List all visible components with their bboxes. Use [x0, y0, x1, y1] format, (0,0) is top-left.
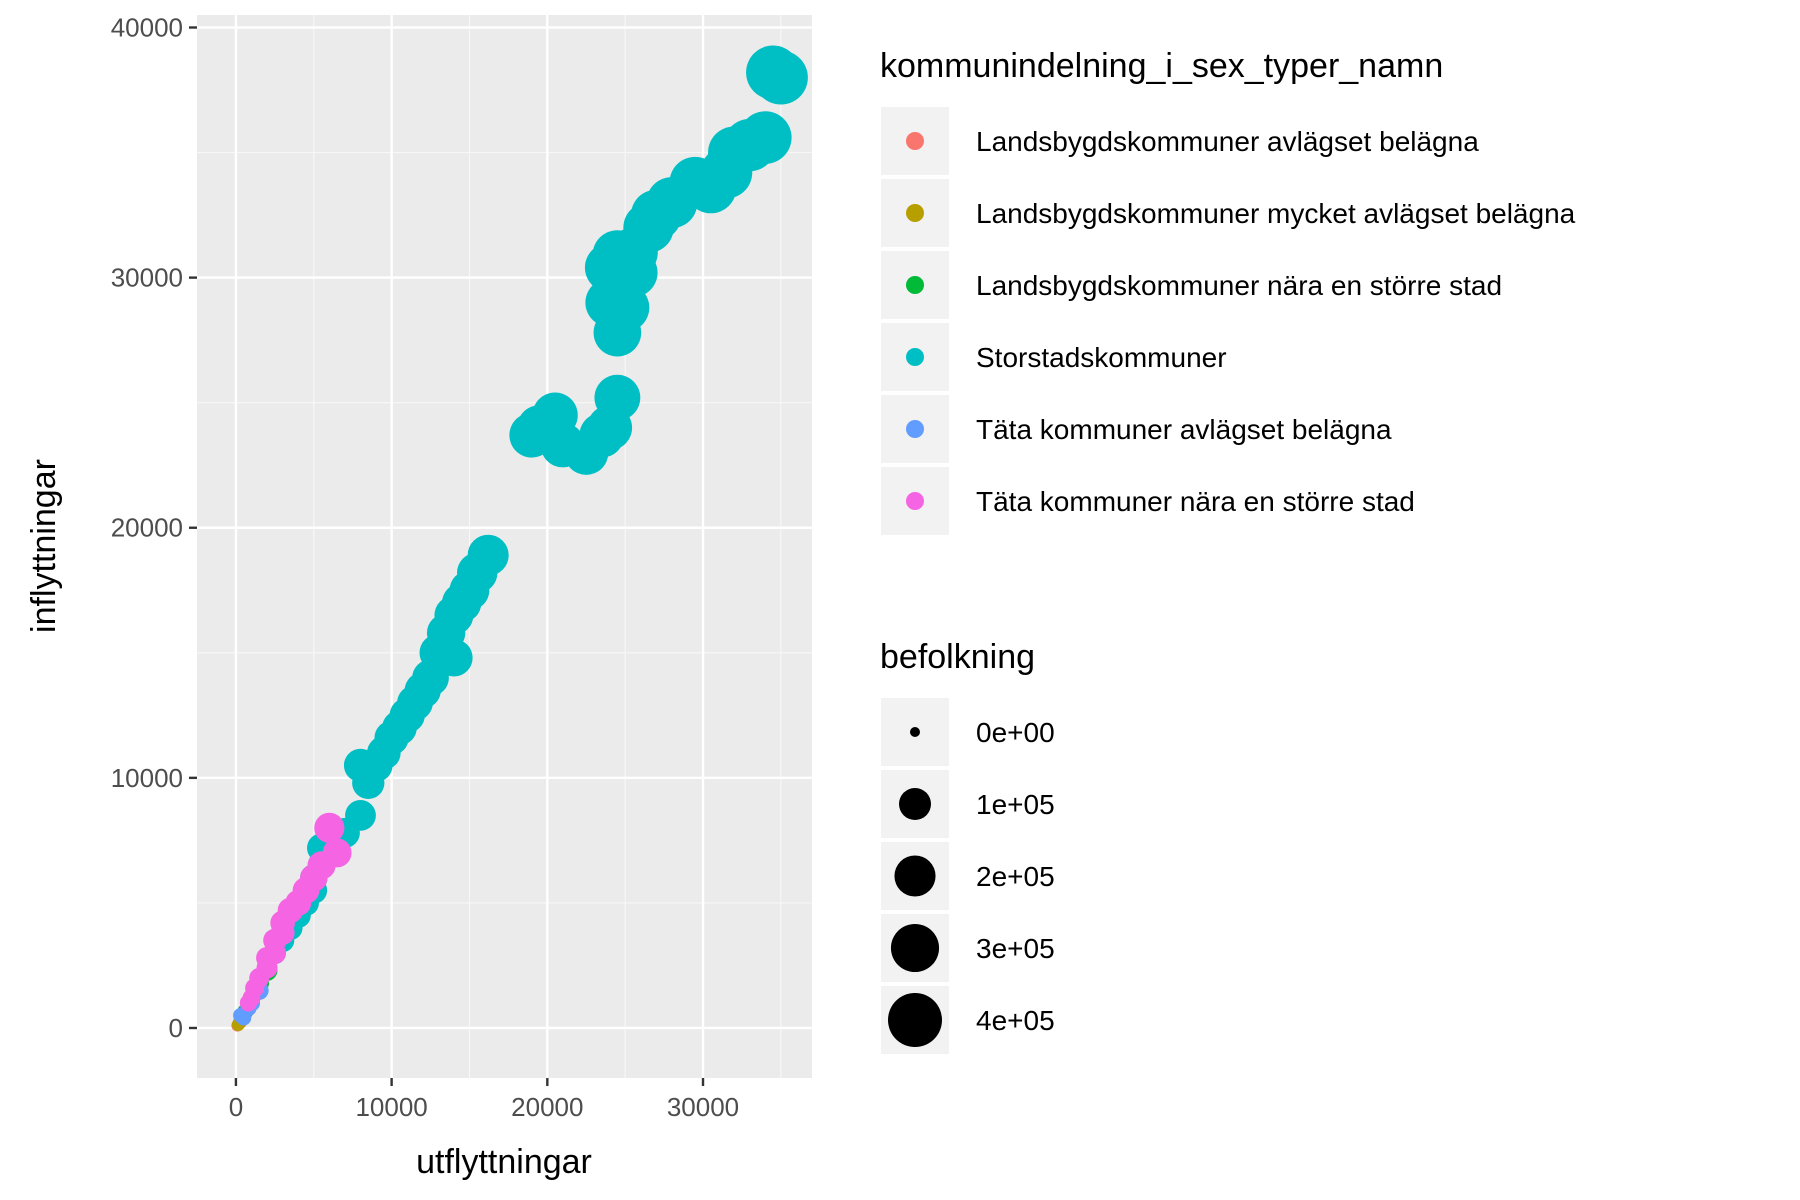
size-legend-swatch: [888, 993, 942, 1047]
y-tick-label: 20000: [111, 513, 183, 543]
y-tick-label: 0: [169, 1013, 183, 1043]
color-legend-swatch: [906, 420, 924, 438]
data-point: [746, 45, 801, 100]
x-tick-label: 10000: [355, 1092, 427, 1122]
color-legend-label: Landsbygdskommuner avlägset belägna: [976, 126, 1479, 157]
color-legend-swatch: [906, 492, 924, 510]
data-point: [233, 1007, 249, 1023]
y-tick-label: 40000: [111, 13, 183, 43]
data-points: [231, 45, 808, 1032]
x-tick-label: 0: [229, 1092, 243, 1122]
data-point: [314, 812, 345, 843]
y-tick-label: 30000: [111, 263, 183, 293]
axes: 0 10000 20000 30000 0 10000 20000 30000 40000: [111, 13, 739, 1122]
color-legend-label: Storstadskommuner: [976, 342, 1227, 373]
size-legend: 0e+00 1e+05 2e+05 3e+05 4e+05: [881, 698, 1055, 1054]
color-legend-title: kommunindelning_i_sex_typer_namn: [880, 47, 1443, 85]
size-legend-label: 2e+05: [976, 861, 1055, 892]
y-axis-title: inflyttningar: [25, 459, 63, 633]
size-legend-swatch: [899, 788, 931, 820]
size-legend-swatch: [890, 923, 940, 973]
data-point: [593, 308, 642, 357]
color-legend-label: Täta kommuner avlägset belägna: [976, 414, 1392, 445]
color-legend-swatch: [906, 348, 924, 366]
data-point: [509, 412, 555, 458]
major-gridlines: [197, 15, 812, 1078]
x-tick-label: 20000: [511, 1092, 583, 1122]
color-legend-swatch: [906, 132, 924, 150]
color-legend-label: Landsbygdskommuner mycket avlägset beläg…: [976, 198, 1576, 229]
x-tick-label: 30000: [667, 1092, 739, 1122]
color-legend-swatch: [906, 204, 924, 222]
size-legend-swatch: [910, 727, 920, 737]
color-legend-swatch: [906, 276, 924, 294]
size-legend-label: 1e+05: [976, 789, 1055, 820]
color-legend: Landsbygdskommuner avlägset belägna Lands…: [881, 107, 1576, 535]
color-legend-label: Täta kommuner nära en större stad: [976, 486, 1415, 517]
size-legend-title: befolkning: [880, 638, 1035, 676]
color-legend-label: Landsbygdskommuner nära en större stad: [976, 270, 1502, 301]
size-legend-label: 4e+05: [976, 1005, 1055, 1036]
y-tick-label: 10000: [111, 763, 183, 793]
size-legend-label: 3e+05: [976, 933, 1055, 964]
x-axis-title: utflyttningar: [416, 1143, 592, 1181]
minor-gridlines: [197, 15, 812, 1078]
data-point: [352, 766, 385, 800]
size-legend-label: 0e+00: [976, 717, 1055, 748]
data-point: [239, 994, 257, 1012]
size-legend-swatch: [894, 855, 936, 897]
